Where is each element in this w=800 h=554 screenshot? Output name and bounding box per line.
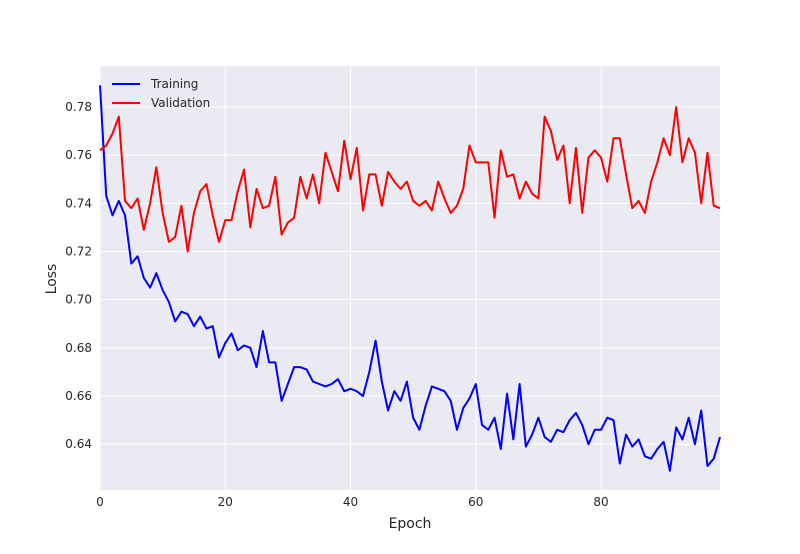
x-axis-label: Epoch: [389, 516, 432, 532]
x-tick-label: 40: [343, 495, 358, 509]
series-line-training: [99, 85, 721, 472]
y-tick-label: 0.66: [65, 389, 92, 403]
tick-labels: 0 20 40 60 80 0.64 0.66 0.68 0.70 0.72 0.74 0.76 0.7…: [65, 100, 608, 509]
x-tick-label: 80: [593, 495, 608, 509]
series-line-validation: [99, 105, 721, 253]
y-tick-label: 0.74: [65, 196, 92, 210]
x-tick-label: 0: [96, 495, 104, 509]
legend: Training Validation: [112, 77, 210, 110]
y-tick-label: 0.70: [65, 293, 92, 307]
y-tick-label: 0.64: [65, 437, 92, 451]
x-tick-label: 60: [468, 495, 483, 509]
plot-background: [100, 66, 720, 490]
x-tick-label: 20: [218, 495, 233, 509]
legend-label-training: Training: [150, 77, 198, 91]
y-tick-label: 0.72: [65, 245, 92, 259]
legend-label-validation: Validation: [151, 96, 210, 110]
y-axis-label: Loss: [44, 264, 60, 295]
series-lines: [99, 85, 721, 472]
y-tick-label: 0.68: [65, 341, 92, 355]
y-tick-label: 0.78: [65, 100, 92, 114]
grid-lines: [99, 66, 720, 490]
y-tick-label: 0.76: [65, 148, 92, 162]
